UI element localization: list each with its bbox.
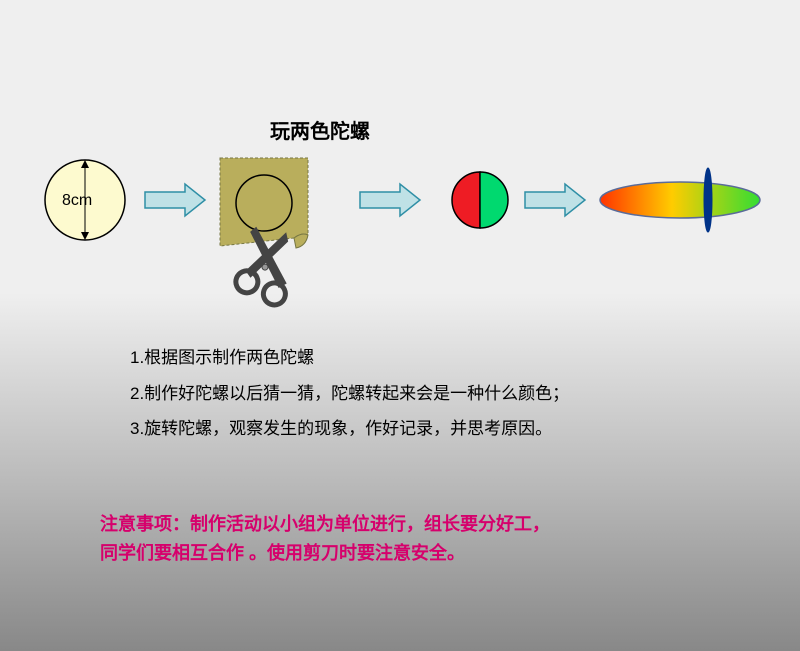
instruction-3: 3.旋转陀螺，观察发生的现象，作好记录，并思考原因。	[130, 411, 569, 447]
step2-cut	[220, 158, 308, 308]
notice-text: 注意事项：制作活动以小组为单位进行，组长要分好工， 同学们要相互合作 。使用剪刀…	[100, 510, 680, 568]
notice-line2: 同学们要相互合作 。使用剪刀时要注意安全。	[100, 543, 465, 563]
notice-line1: 注意事项：制作活动以小组为单位进行，组长要分好工，	[100, 514, 550, 534]
step3-twocolor	[452, 172, 508, 228]
step1-circle: 8cm	[45, 160, 125, 240]
svg-text:8cm: 8cm	[62, 192, 92, 209]
arrow-1	[145, 184, 205, 216]
instruction-1: 1.根据图示制作两色陀螺	[130, 340, 569, 376]
process-diagram: 8cm	[40, 150, 780, 320]
instructions-list: 1.根据图示制作两色陀螺 2.制作好陀螺以后猜一猜，陀螺转起来会是一种什么颜色；…	[130, 340, 569, 447]
arrow-2	[360, 184, 420, 216]
step4-spinning	[600, 168, 760, 232]
arrow-3	[525, 184, 585, 216]
instruction-2: 2.制作好陀螺以后猜一猜，陀螺转起来会是一种什么颜色；	[130, 376, 569, 412]
page-title: 玩两色陀螺	[270, 115, 370, 144]
